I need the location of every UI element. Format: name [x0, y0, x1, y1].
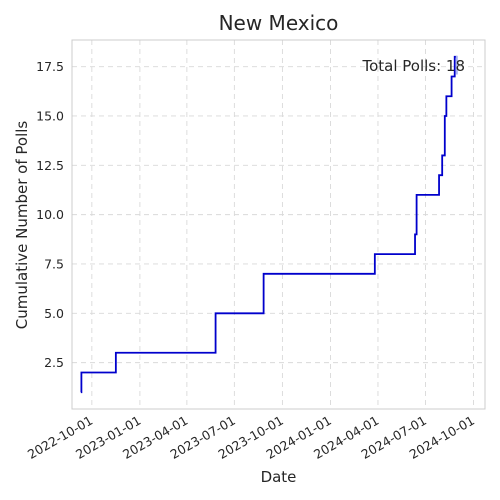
- total-polls-annotation: Total Polls: 18: [361, 57, 465, 75]
- tick-labels: 2022-10-012023-01-012023-04-012023-07-01…: [25, 59, 477, 462]
- grid-lines: [72, 40, 485, 409]
- y-axis-label: Cumulative Number of Polls: [13, 121, 31, 330]
- y-tick-label: 17.5: [36, 59, 64, 74]
- y-tick-label: 2.5: [44, 355, 64, 370]
- y-tick-label: 10.0: [36, 207, 64, 222]
- cumulative-step-line: [80, 55, 457, 394]
- plot-frame: [71, 39, 486, 410]
- y-tick-label: 5.0: [44, 306, 64, 321]
- series-line: [80, 55, 458, 394]
- y-tick-label: 15.0: [36, 108, 64, 123]
- chart-title: New Mexico: [219, 11, 339, 35]
- y-tick-label: 12.5: [36, 158, 64, 173]
- x-axis-label: Date: [261, 468, 297, 486]
- y-tick-label: 7.5: [44, 256, 64, 271]
